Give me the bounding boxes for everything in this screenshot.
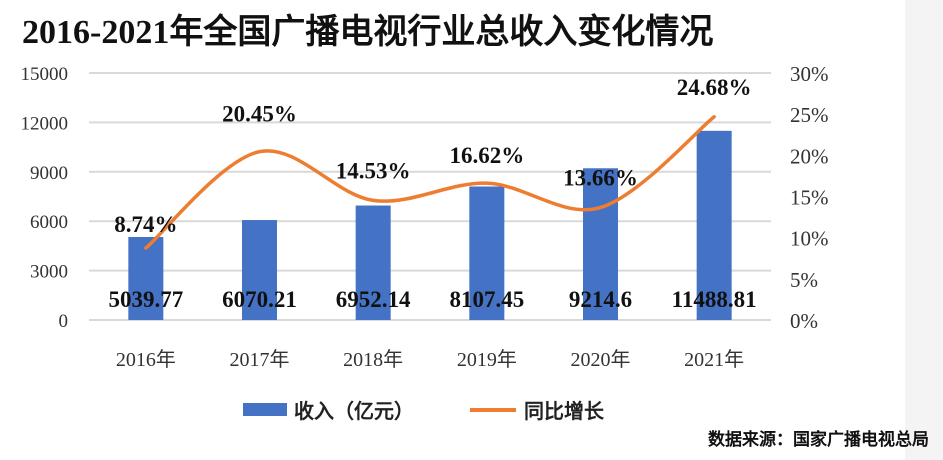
y-left-tick: 6000 [30, 212, 68, 233]
bar-label: 6070.21 [222, 287, 297, 312]
x-tick: 2021年 [684, 348, 744, 371]
legend-label-growth: 同比增长 [524, 399, 605, 423]
bar [355, 205, 391, 320]
y-left-tick: 0 [59, 311, 69, 332]
y-right-tick: 5% [790, 268, 818, 292]
y-left-tick: 3000 [30, 262, 68, 283]
y-right-tick: 0% [790, 309, 818, 333]
x-tick: 2018年 [343, 348, 403, 371]
y-right-tick: 20% [790, 144, 829, 168]
y-left-tick: 12000 [21, 113, 69, 134]
bar [242, 220, 277, 320]
y-right-tick: 30% [790, 62, 829, 86]
line-label: 14.53% [336, 158, 411, 183]
bar-label: 5039.77 [108, 287, 183, 312]
chart-title: 2016-2021年全国广播电视行业总收入变化情况 [22, 14, 714, 51]
bar-label: 8107.45 [449, 287, 524, 312]
x-tick: 2019年 [457, 348, 517, 371]
bar-label: 11488.81 [672, 287, 757, 312]
y-right-tick: 15% [790, 186, 829, 210]
x-tick: 2017年 [230, 348, 290, 371]
line-label: 13.66% [563, 166, 638, 191]
y-right-tick: 25% [790, 103, 829, 127]
source-note: 数据来源：国家广播电视总局 [708, 430, 929, 450]
bar-label: 9214.6 [569, 287, 632, 312]
line-label: 24.68% [677, 75, 752, 100]
bar-label: 6952.14 [336, 287, 411, 312]
y-left-tick: 9000 [30, 163, 68, 184]
legend-swatch-revenue [243, 403, 287, 416]
bar [469, 186, 505, 320]
edge-strip [905, 0, 943, 460]
x-tick: 2016年 [116, 348, 176, 371]
legend-label-revenue: 收入（亿元） [294, 399, 414, 423]
growth-line [144, 115, 716, 250]
line-label: 16.62% [449, 143, 524, 168]
bar [128, 237, 164, 320]
x-tick: 2020年 [571, 348, 631, 371]
y-right-tick: 10% [790, 227, 829, 251]
bar [583, 168, 618, 320]
line-label: 8.74% [114, 212, 177, 237]
bar [696, 130, 732, 320]
line-label: 20.45% [222, 102, 297, 127]
y-left-tick: 15000 [21, 64, 69, 85]
